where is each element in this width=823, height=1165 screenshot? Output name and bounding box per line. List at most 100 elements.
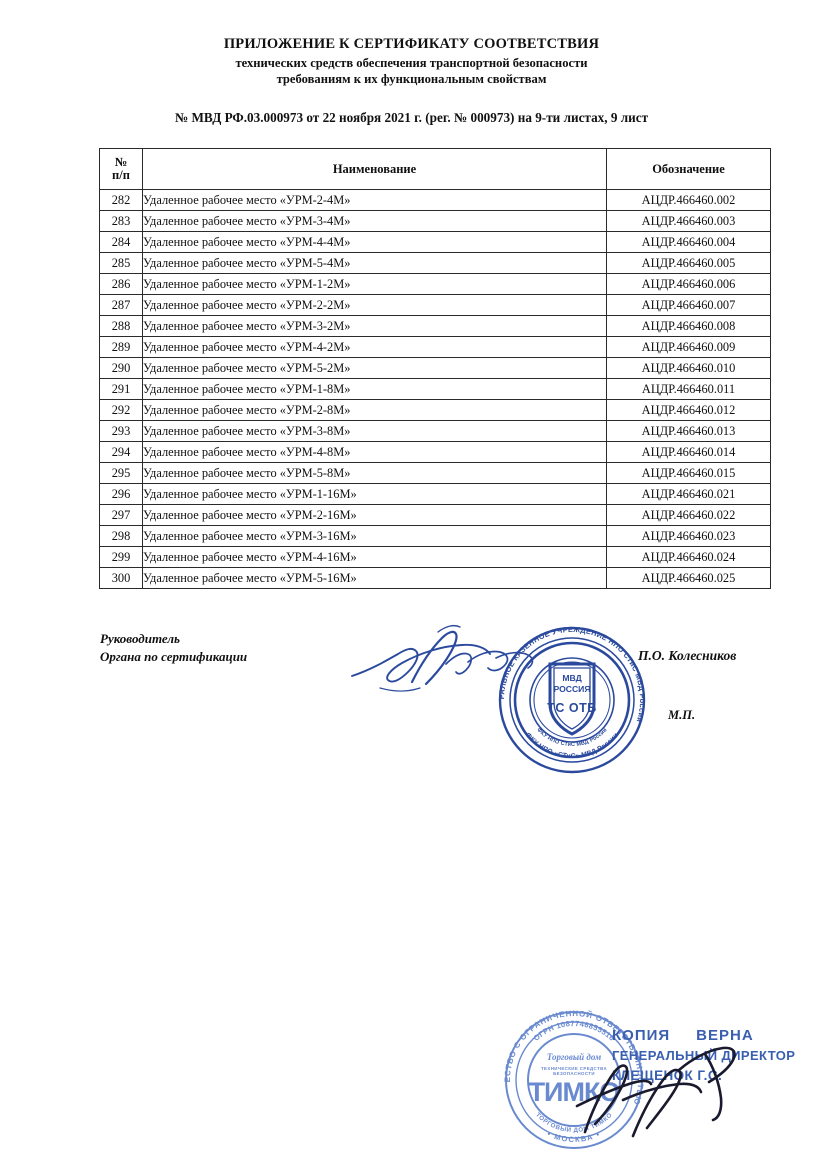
cell-designation: АЦДР.466460.003: [606, 210, 771, 232]
cell-name: Удаленное рабочее место «УРМ-4-2М»: [142, 336, 607, 358]
cell-designation: АЦДР.466460.023: [606, 525, 771, 547]
column-header-name: Наименование: [142, 148, 607, 190]
handwritten-signature: [351, 624, 534, 692]
cell-name: Удаленное рабочее место «УРМ-5-4М»: [142, 252, 607, 274]
cell-name: Удаленное рабочее место «УРМ-1-16М»: [142, 483, 607, 505]
official-round-stamp-mvd: ФЕДЕРАЛЬНОЕ КАЗЕННОЕ УЧРЕЖДЕНИЕ НПО СТиС…: [492, 620, 647, 774]
table-row: 290 Удаленное рабочее место «УРМ-5-2М» АЦД…: [99, 357, 771, 379]
column-header-number-line-1: №: [114, 155, 128, 169]
svg-text:БЕЗОПАСНОСТИ: БЕЗОПАСНОСТИ: [553, 1071, 595, 1076]
table-row: 296 Удаленное рабочее место «УРМ-1-16М» АЦ…: [99, 483, 771, 505]
cell-designation: АЦДР.466460.006: [606, 273, 771, 295]
company-round-stamp-timko: ОБЩЕСТВО С ОГРАНИЧЕННОЙ ОТВЕТСТВЕННОСТЬЮ…: [492, 1000, 644, 1149]
cell-name: Удаленное рабочее место «УРМ-3-8М»: [142, 420, 607, 442]
items-table-container: № п/п Наименование Обозначение 282 Удален…: [99, 148, 771, 589]
cell-designation: АЦДР.466460.012: [606, 399, 771, 421]
table-row: 297 Удаленное рабочее место «УРМ-2-16М» АЦ…: [99, 504, 771, 526]
copy-certification-text: КОПИЯ ВЕРНА ГЕНЕРАЛЬНЫЙ ДИРЕКТОР КЛЕЩЕНОК…: [612, 1026, 795, 1086]
table-row: 300 Удаленное рабочее место «УРМ-5-16М» АЦ…: [99, 567, 771, 589]
table-row: 298 Удаленное рабочее место «УРМ-3-16М» АЦ…: [99, 525, 771, 547]
cell-number: 290: [99, 357, 143, 379]
cell-name: Удаленное рабочее место «УРМ-3-4М»: [142, 210, 607, 232]
cell-number: 293: [99, 420, 143, 442]
cell-name: Удаленное рабочее место «УРМ-4-8М»: [142, 441, 607, 463]
table-row: 294 Удаленное рабочее место «УРМ-4-8М» АЦД…: [99, 441, 771, 463]
page-title: ПРИЛОЖЕНИЕ К СЕРТИФИКАТУ СООТВЕТСТВИЯ: [223, 36, 600, 52]
table-row: 299 Удаленное рабочее место «УРМ-4-16М» АЦ…: [99, 546, 771, 568]
table-row: 288 Удаленное рабочее место «УРМ-3-2М» АЦД…: [99, 315, 771, 337]
document-header: ПРИЛОЖЕНИЕ К СЕРТИФИКАТУ СООТВЕТСТВИЯ те…: [0, 36, 823, 87]
cell-name: Удаленное рабочее место «УРМ-1-2М»: [142, 273, 607, 295]
cell-name: Удаленное рабочее место «УРМ-3-2М»: [142, 315, 607, 337]
copy-true-word-2: ВЕРНА: [696, 1027, 754, 1044]
table-header-row: № п/п Наименование Обозначение: [99, 148, 771, 190]
svg-text:МВД: МВД: [562, 673, 581, 683]
cell-number: 297: [99, 504, 143, 526]
svg-text:Торговый дом: Торговый дом: [547, 1052, 601, 1062]
page-subtitle-line-1: технических средств обеспечения транспор…: [235, 56, 588, 70]
table-row: 283 Удаленное рабочее место «УРМ-3-4М» АЦД…: [99, 210, 771, 232]
cell-name: Удаленное рабочее место «УРМ-2-16М»: [142, 504, 607, 526]
cell-name: Удаленное рабочее место «УРМ-5-2М»: [142, 357, 607, 379]
cell-designation: АЦДР.466460.010: [606, 357, 771, 379]
copy-true-role: ГЕНЕРАЛЬНЫЙ ДИРЕКТОР: [612, 1048, 796, 1063]
table-row: 293 Удаленное рабочее место «УРМ-3-8М» АЦД…: [99, 420, 771, 442]
signature-role-block: Руководитель Органа по сертификации: [100, 630, 247, 666]
signer-role-line-2: Органа по сертификации: [100, 649, 248, 664]
cell-number: 289: [99, 336, 143, 358]
svg-text:ТС ОТБ: ТС ОТБ: [547, 701, 596, 715]
cell-number: 283: [99, 210, 143, 232]
cell-designation: АЦДР.466460.024: [606, 546, 771, 568]
table-row: 286 Удаленное рабочее место «УРМ-1-2М» АЦД…: [99, 273, 771, 295]
table-row: 289 Удаленное рабочее место «УРМ-4-2М» АЦД…: [99, 336, 771, 358]
cell-designation: АЦДР.466460.004: [606, 231, 771, 253]
copy-true-word-1: КОПИЯ: [612, 1027, 671, 1044]
column-header-designation: Обозначение: [606, 148, 771, 190]
cell-designation: АЦДР.466460.009: [606, 336, 771, 358]
table-row: 285 Удаленное рабочее место «УРМ-5-4М» АЦД…: [99, 252, 771, 274]
cell-designation: АЦДР.466460.013: [606, 420, 771, 442]
cell-name: Удаленное рабочее место «УРМ-4-16М»: [142, 546, 607, 568]
cell-name: Удаленное рабочее место «УРМ-4-4М»: [142, 231, 607, 253]
signer-role-line-1: Руководитель: [100, 631, 180, 646]
svg-text:ТЕХНИЧЕСКИЕ СРЕДСТВА: ТЕХНИЧЕСКИЕ СРЕДСТВА: [541, 1066, 607, 1071]
table-row: 284 Удаленное рабочее место «УРМ-4-4М» АЦД…: [99, 231, 771, 253]
cell-number: 285: [99, 252, 143, 274]
table-row: 287 Удаленное рабочее место «УРМ-2-2М» АЦД…: [99, 294, 771, 316]
cell-number: 284: [99, 231, 143, 253]
page-subtitle-line-2: требованиям к их функциональным свойства…: [276, 72, 547, 86]
table-row: 295 Удаленное рабочее место «УРМ-5-8М» АЦД…: [99, 462, 771, 484]
cell-number: 298: [99, 525, 143, 547]
table-body: 282 Удаленное рабочее место «УРМ-2-4М» АЦД…: [99, 189, 771, 589]
cell-name: Удаленное рабочее место «УРМ-2-4М»: [142, 189, 607, 211]
cell-designation: АЦДР.466460.014: [606, 441, 771, 463]
cell-name: Удаленное рабочее место «УРМ-3-16М»: [142, 525, 607, 547]
seal-marker: М.П.: [668, 708, 696, 722]
cell-designation: АЦДР.466460.015: [606, 462, 771, 484]
registration-line: № МВД РФ.03.000973 от 22 ноября 2021 г. …: [174, 110, 649, 125]
cell-number: 292: [99, 399, 143, 421]
cell-name: Удаленное рабочее место «УРМ-2-2М»: [142, 294, 607, 316]
cell-number: 300: [99, 567, 143, 589]
svg-text:РОССИЯ: РОССИЯ: [553, 684, 590, 694]
cell-number: 282: [99, 189, 143, 211]
handwritten-signature-bottom: [575, 1046, 736, 1138]
table-row: 282 Удаленное рабочее место «УРМ-2-4М» АЦД…: [99, 189, 771, 211]
cell-designation: АЦДР.466460.007: [606, 294, 771, 316]
table-row: 292 Удаленное рабочее место «УРМ-2-8М» АЦД…: [99, 399, 771, 421]
cell-number: 287: [99, 294, 143, 316]
cell-designation: АЦДР.466460.022: [606, 504, 771, 526]
cell-designation: АЦДР.466460.005: [606, 252, 771, 274]
cell-designation: АЦДР.466460.021: [606, 483, 771, 505]
column-header-number: № п/п: [99, 148, 143, 190]
cell-number: 295: [99, 462, 143, 484]
cell-name: Удаленное рабочее место «УРМ-2-8М»: [142, 399, 607, 421]
cell-name: Удаленное рабочее место «УРМ-1-8М»: [142, 378, 607, 400]
items-table: № п/п Наименование Обозначение 282 Удален…: [99, 148, 771, 589]
cell-number: 296: [99, 483, 143, 505]
cell-number: 299: [99, 546, 143, 568]
column-header-number-line-2: п/п: [112, 168, 130, 182]
signer-name: П.О. Колесников: [638, 648, 737, 663]
cell-designation: АЦДР.466460.008: [606, 315, 771, 337]
cell-designation: АЦДР.466460.002: [606, 189, 771, 211]
